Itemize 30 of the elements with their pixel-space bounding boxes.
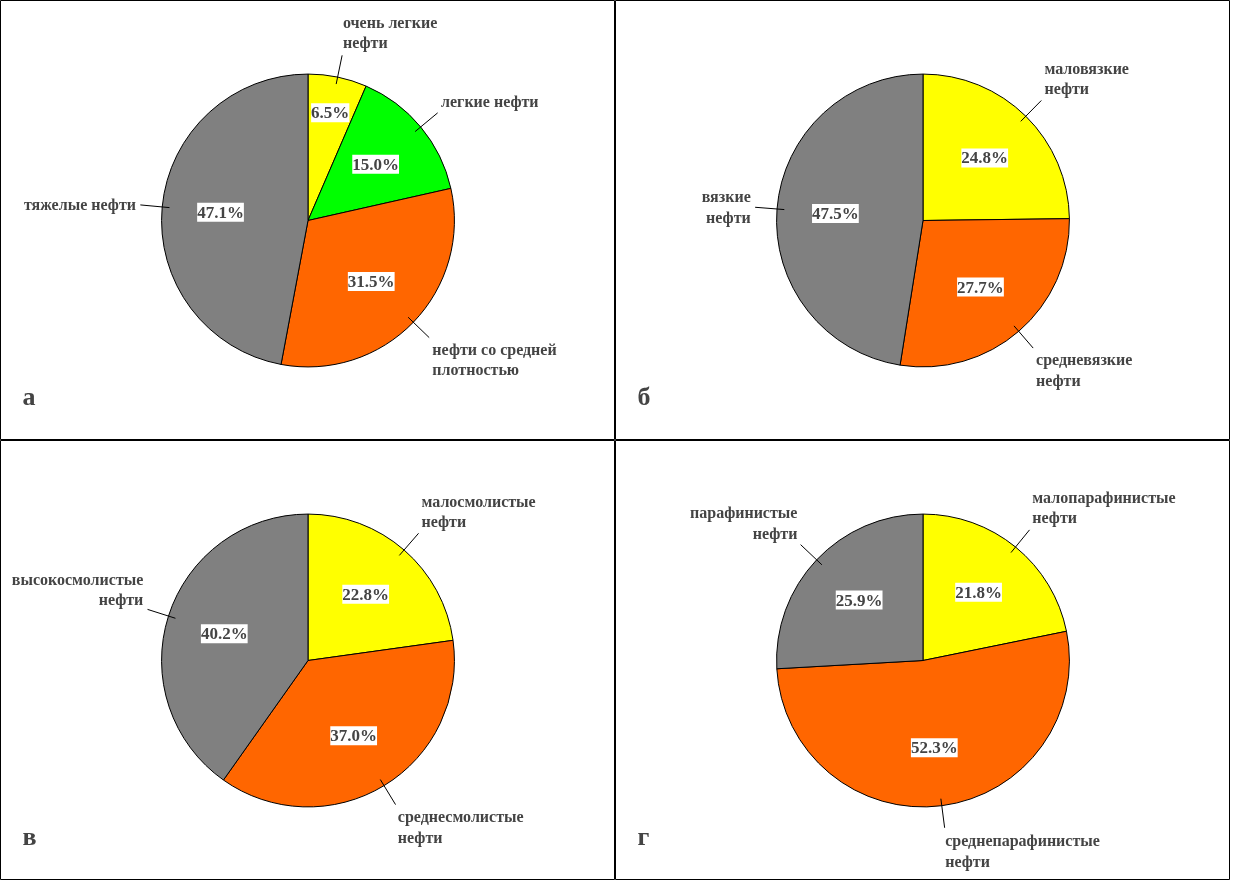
data-label: 47.1% [197,202,244,222]
data-label: 40.2% [200,624,248,644]
slice-label: легкие нефти [441,93,539,112]
slice-label: нефти со средней плотностью [432,340,557,379]
slice-label: маловязкие нефти [1044,59,1129,99]
slice-label: парафинистые нефти [690,504,798,543]
text: а [22,382,36,412]
data-label: 37.0% [330,726,378,746]
data-label: 47.5% [812,204,859,224]
slice-label: малопарафинистые нефти [1032,489,1176,528]
slice-label: средневязкие нефти [1036,351,1133,390]
text: г [637,822,650,852]
data-label: 27.7% [957,277,1004,297]
data-label: 21.8% [955,582,1002,602]
data-label: 31.5% [347,272,395,292]
slice-label: очень легкие нефти [343,13,438,53]
slice-label: вязкие нефти [701,188,751,227]
text: в [22,822,37,852]
data-label: 25.9% [835,590,883,610]
slice-label: малосмолистые нефти [421,492,536,531]
data-label: 15.0% [352,154,400,174]
data-label: 22.8% [342,584,390,604]
slice-label: тяжелые нефти [23,196,136,214]
data-label: 52.3% [910,738,958,758]
text: б [637,382,651,412]
data-label: 6.5% [311,103,350,123]
slice-label: среднесмолистые нефти [397,808,524,847]
data-label: 24.8% [961,148,1009,168]
slice-label: высокосмолистые нефти [11,570,144,610]
slice-label: среднепарафинистые нефти [945,832,1100,871]
